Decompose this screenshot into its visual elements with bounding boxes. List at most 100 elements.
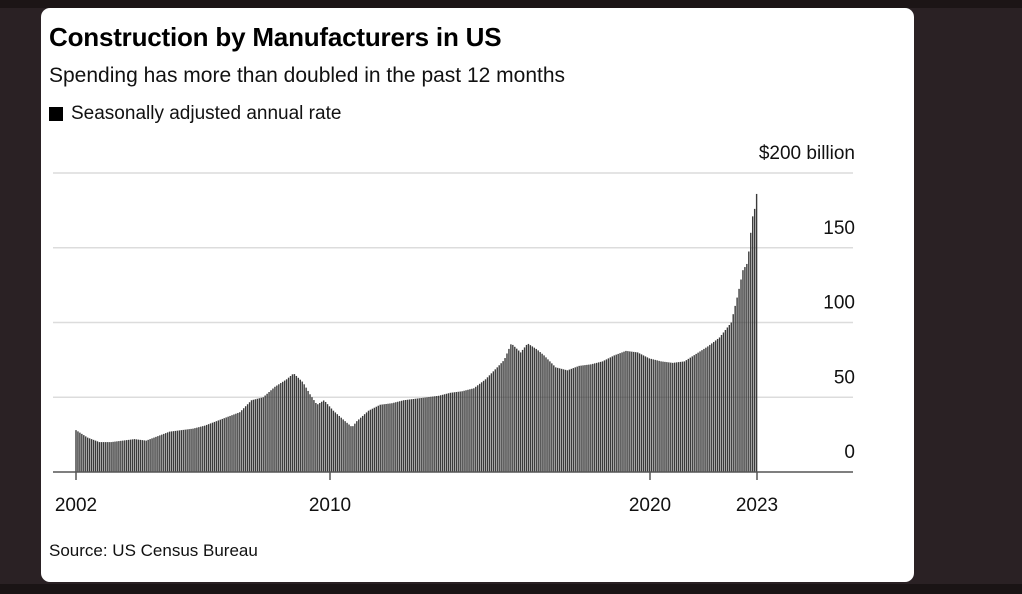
bar-123 [315,402,317,472]
bar-143 [354,423,356,472]
bar-242 [547,359,549,472]
bar-35 [143,440,145,472]
bar-309 [677,362,680,472]
bar-326 [711,343,713,472]
bar-282 [625,350,627,472]
bar-128 [324,401,327,472]
bar-237 [537,350,539,472]
bar-69 [209,423,212,472]
bar-115 [299,379,301,472]
bar-233 [529,345,532,472]
bar-296 [652,359,654,472]
bar-270 [601,361,604,472]
bar-175 [416,398,418,472]
bar-294 [648,358,651,472]
bar-245 [553,365,555,472]
bar-218 [500,363,502,472]
bar-312 [683,361,686,472]
bar-46 [165,433,167,472]
bar-19 [112,441,114,472]
bar-129 [326,404,329,472]
bar-79 [229,415,231,472]
bar-40 [153,437,155,472]
bar-327 [713,341,715,472]
bar-277 [615,354,617,472]
bar-102 [274,386,276,472]
bar-116 [301,381,303,472]
bar-50 [172,431,175,472]
bar-264 [590,364,592,472]
bar-13 [100,442,103,472]
bar-75 [221,418,223,472]
bar-228 [519,352,522,472]
bar-91 [252,399,255,472]
bar-265 [592,363,594,472]
bar-275 [611,356,613,472]
bar-184 [434,396,436,472]
legend-label: Seasonally adjusted annual rate [71,103,342,124]
bar-20 [114,441,116,472]
bar-287 [635,352,637,472]
bar-179 [424,397,426,472]
backdrop-top [0,0,1022,8]
bar-176 [418,398,420,472]
bar-73 [217,420,220,472]
bar-274 [609,357,612,472]
bar-322 [703,348,705,472]
bar-141 [350,426,352,472]
bar-125 [319,402,321,472]
bar-173 [412,398,415,472]
bar-92 [254,399,257,472]
bar-251 [564,369,567,472]
bar-65 [202,426,204,472]
bar-18 [110,442,112,472]
bar-150 [367,410,370,472]
bar-199 [463,390,465,472]
bar-248 [558,368,561,472]
bar-32 [137,439,140,472]
bar-58 [188,429,190,472]
bar-214 [492,371,495,472]
bar-160 [387,403,389,472]
bar-235 [533,347,535,472]
bar-239 [541,353,543,472]
bar-111 [291,374,294,472]
bar-190 [445,393,448,472]
bar-114 [297,377,300,472]
bar-276 [613,355,615,472]
x-tick-label: 2010 [309,495,351,516]
bar-62 [196,427,198,472]
bar-201 [467,389,469,472]
bar-192 [449,392,452,472]
bar-230 [523,347,526,472]
bar-48 [168,431,171,472]
bar-256 [574,367,576,472]
bar-266 [594,363,596,472]
bar-97 [264,395,266,472]
bar-121 [311,397,313,472]
bar-101 [272,388,274,472]
bar-134 [336,414,339,472]
bar-348 [753,208,756,472]
bar-42 [157,436,159,472]
bar-153 [373,407,376,472]
bar-258 [578,365,580,472]
y-tick-label: 0 [844,442,855,463]
bar-4 [83,435,85,472]
chart-card: Construction by Manufacturers in US Spen… [41,8,914,582]
bar-88 [246,404,249,472]
bar-0 [75,430,77,472]
bar-346 [750,232,752,472]
chart-legend: Seasonally adjusted annual rate [49,103,341,125]
bar-137 [342,419,344,472]
bar-167 [400,400,403,472]
bar-83 [237,412,239,472]
bar-288 [636,352,639,472]
bar-178 [422,397,424,472]
bar-76 [223,418,225,472]
bar-259 [580,365,582,472]
bar-185 [436,396,438,472]
bar-39 [151,438,153,472]
bar-341 [740,279,742,472]
bar-3 [81,433,83,472]
